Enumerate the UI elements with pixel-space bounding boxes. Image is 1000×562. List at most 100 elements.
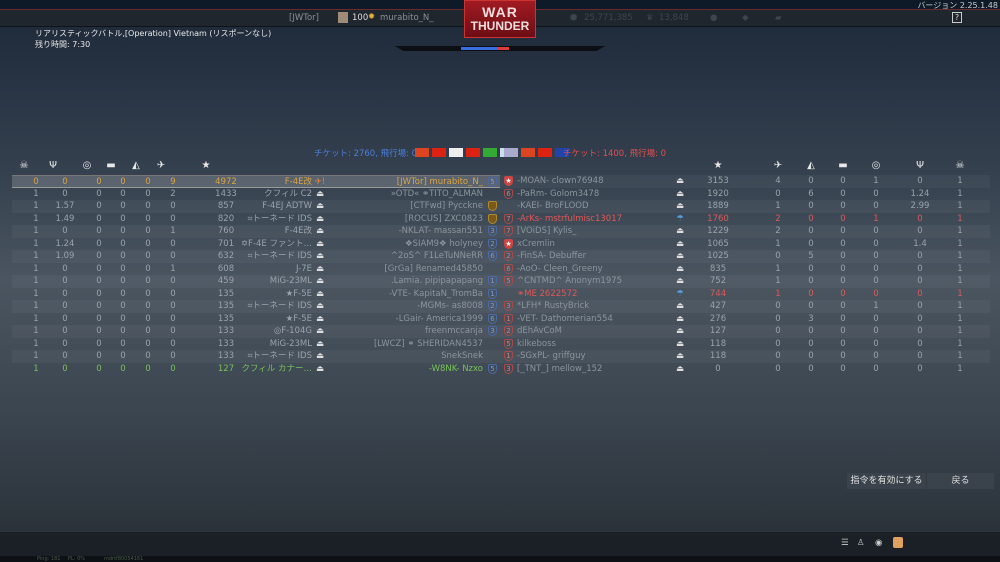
table-row[interactable]: 1 0 0 0 0 0 135 ⌗トーネード IDS ⏏ -MGMs- as8008 2 (12, 300, 500, 313)
stat-air-kills: 1 (775, 238, 781, 249)
player-name[interactable]: .Lamia. pipipapapang (390, 276, 483, 286)
player-name[interactable]: [CTFwd] Pycckne (410, 201, 483, 211)
player-name[interactable]: -LGair- America1999 (395, 313, 483, 324)
player-name[interactable]: [LWCZ] ⚭ SHERIDAN4537 (373, 338, 483, 349)
table-row[interactable]: 1 1.49 0 0 0 0 820 ⌗トーネード IDS ⏏ [ROCUS] ZXC0823 (12, 213, 500, 226)
ticket-icon[interactable]: ▰ (775, 13, 782, 23)
table-row[interactable]: 1 1.24 0 0 0 0 701 ✡F-4E ファント… ⏏ ❖SIAM9❖ holyney 2 (12, 238, 500, 251)
player-name[interactable]: -SGxPL- griffguy (517, 351, 586, 361)
table-row[interactable]: ★ -MOAN- clown76948 ⏏ 3153 4 0 0 1 0 1 (500, 175, 990, 188)
table-row[interactable]: 5 ^CNTMD^ Anonym1975 ⏏ 752 1 0 0 0 0 1 (500, 275, 990, 288)
player-name[interactable]: dEhAvCoM (517, 326, 562, 336)
stat-assists: 0 (62, 263, 68, 274)
avatar[interactable] (338, 12, 348, 23)
stat-score: 632 (217, 251, 235, 261)
stat-ground-kills: 0 (120, 201, 126, 211)
player-name[interactable]: *LFH* RustyBrick (517, 301, 590, 311)
stat-deaths: 0 (33, 177, 39, 187)
stat-captures: 0 (96, 351, 102, 361)
player-name[interactable]: -MGMs- as8008 (417, 301, 483, 311)
player-name[interactable]: ^2oS^ F1LeTuNNeRR (390, 251, 483, 261)
player-name[interactable]: -VET- Dathomerian554 (517, 313, 613, 324)
table-row[interactable]: 1 0 0 0 0 0 133 MiG-23ML ⏏ [LWCZ] ⚭ SHERIDAN4537 (12, 338, 500, 351)
table-row[interactable]: 1 0 0 0 0 0 459 MiG-23ML ⏏ .Lamia. pipipapapang 1 (12, 275, 500, 288)
diamond-icon[interactable]: ◆ (742, 13, 749, 23)
table-row[interactable]: ★ xCremlin ⏏ 1065 1 0 0 0 1.4 1 (500, 238, 990, 251)
table-row[interactable]: -KAEI- BroFLOOD ⏏ 1889 1 0 0 0 2.99 1 (500, 200, 990, 213)
player-name[interactable]: -ArKs- mstrfulmisc13017 (517, 213, 623, 224)
stat-assists: 0 (917, 288, 923, 299)
player-name[interactable]: [VOiDS] Kylis_ (517, 226, 577, 236)
captures-icon: ◎ (871, 160, 881, 171)
table-row[interactable]: ⚭ME 2622572 ☂ 744 1 0 0 0 0 1 (500, 288, 990, 301)
flag-icon (555, 148, 569, 157)
table-row[interactable]: 1 0 0 0 0 1 760 F-4E改 ⏏ -NKLAT- massan551 3 (12, 225, 500, 238)
stat-deaths: 1 (957, 251, 963, 261)
player-name[interactable]: »OTD« ⚭TITO_ALMAN (390, 188, 483, 199)
table-row[interactable]: 0 0 0 0 0 9 4972 F-4E改 ✈! [JWTor] murabito_N_ 5 (12, 175, 500, 188)
player-name[interactable]: -AoO- Cleen_Greeny (517, 263, 603, 274)
back-button[interactable]: 戻る (927, 473, 994, 489)
player-name[interactable]: -KAEI- BroFLOOD (517, 201, 589, 211)
table-row[interactable]: 2 -FinSA- Debuffer ⏏ 1025 0 5 0 0 0 1 (500, 250, 990, 263)
stat-naval-kills: 0 (145, 301, 151, 311)
table-row[interactable]: 1 0 0 0 0 0 127 クフィル カナー… ⏏ -W8NK- Nzxo 5 (12, 363, 500, 376)
mail-icon[interactable] (893, 537, 903, 548)
silver-lions[interactable]: 25,771,385 (584, 13, 633, 23)
player-name[interactable]: kilkeboss (517, 338, 556, 349)
friends-icon[interactable]: ♙ (857, 538, 865, 548)
player-name[interactable]: ❖SIAM9❖ holyney (404, 238, 483, 249)
player-name[interactable]: ^CNTMD^ Anonym1975 (517, 276, 623, 286)
table-row[interactable]: 5 kilkeboss ⏏ 118 0 0 0 0 0 1 (500, 338, 990, 351)
table-row[interactable]: 1 0 0 0 0 1 608 J-7E ⏏ [GrGa] Renamed45850 (12, 263, 500, 276)
stat-naval-kills: 0 (808, 201, 814, 211)
rank-badge: 6 (488, 313, 497, 324)
player-name[interactable]: xCremlin (517, 238, 555, 249)
table-row[interactable]: 1 -VET- Dathomerian554 ⏏ 276 0 3 0 0 0 1 (500, 313, 990, 326)
stat-ground-kills: 0 (840, 276, 846, 286)
balloon-icon[interactable]: ● (710, 13, 718, 23)
golden-eagles[interactable]: 13,848 (659, 13, 689, 23)
table-row[interactable]: 1 1.09 0 0 0 0 632 ⌗トーネード IDS ⏏ ^2oS^ F1LeTuNNeRR… (12, 250, 500, 263)
table-row[interactable]: 1 0 0 0 0 0 135 ★F-5E ⏏ -VTE- KapitaN_TromBa 1 (12, 288, 500, 301)
table-row[interactable]: 2 dEhAvCoM ⏏ 127 0 0 0 0 0 1 (500, 325, 990, 338)
table-row[interactable]: 1 0 0 0 0 0 135 ★F-5E ⏏ -LGair- America1999 6 (12, 313, 500, 326)
player-name[interactable]: ⚭ME 2622572 (517, 288, 578, 299)
table-row[interactable]: 1 0 0 0 0 2 1433 クフィル C2 ⏏ »OTD« ⚭TITO_ALMAN (12, 188, 500, 201)
table-row[interactable]: 6 -AoO- Cleen_Greeny ⏏ 835 1 0 0 0 0 1 (500, 263, 990, 276)
table-row[interactable]: 1 -SGxPL- griffguy ⏏ 118 0 0 0 0 0 1 (500, 350, 990, 363)
player-name[interactable]: -PaRm- Golom3478 (517, 188, 600, 199)
chat-icon[interactable]: ◉ (875, 538, 883, 548)
table-row[interactable]: 1 0 0 0 0 0 133 ◎F-104G ⏏ freenmccanja 3 (12, 325, 500, 338)
table-row[interactable]: 7 [VOiDS] Kylis_ ⏏ 1229 2 0 0 0 0 1 (500, 225, 990, 238)
stat-air-kills: 9 (170, 177, 176, 187)
table-row[interactable]: 1 1.57 0 0 0 0 857 F-4EJ ADTW ⏏ [CTFwd] Pycckne (12, 200, 500, 213)
player-name[interactable]: -FinSA- Debuffer (517, 251, 587, 261)
help-button[interactable]: ? (952, 12, 962, 23)
table-row[interactable]: 3 *LFH* RustyBrick ⏏ 427 0 0 0 1 0 1 (500, 300, 990, 313)
stat-naval-kills: 0 (145, 276, 151, 286)
table-row[interactable]: 6 -PaRm- Golom3478 ⏏ 1920 0 6 0 0 1.24 1 (500, 188, 990, 201)
player-name[interactable]: freenmccanja (425, 326, 483, 336)
stat-deaths: 1 (33, 226, 39, 236)
player-name[interactable]: -VTE- KapitaN_TromBa (388, 288, 483, 299)
table-row[interactable]: 7 -ArKs- mstrfulmisc13017 ☂ 1760 2 0 0 1 0 1 (500, 213, 990, 226)
player-name[interactable]: SnekSnek (441, 351, 483, 361)
player-name[interactable]: [_TNT_] mellow_152 (517, 363, 603, 374)
table-row[interactable]: 3 [_TNT_] mellow_152 ⏏ 0 0 0 0 0 0 1 (500, 363, 990, 376)
stat-naval-kills: 0 (145, 263, 151, 274)
left-team-flags (415, 148, 514, 157)
list-icon[interactable]: ☰ (841, 538, 849, 548)
rank-badge: 2 (504, 326, 513, 336)
player-name[interactable]: -MOAN- clown76948 (517, 176, 604, 186)
flag-icon (466, 148, 480, 157)
team-strength-bar (395, 46, 605, 51)
player-name[interactable]: [JWTor] murabito_N_ (396, 177, 483, 187)
player-name[interactable]: [ROCUS] ZXC0823 (404, 213, 483, 224)
player-name[interactable]: -NKLAT- massan551 (398, 226, 483, 236)
stat-air-kills: 0 (170, 313, 176, 324)
table-row[interactable]: 1 0 0 0 0 0 133 ⌗トーネード IDS ⏏ SnekSnek (12, 350, 500, 363)
player-name[interactable]: -W8NK- Nzxo (428, 363, 483, 374)
player-name[interactable]: [GrGa] Renamed45850 (384, 263, 483, 274)
activate-orders-button[interactable]: 指令を有効にする (847, 473, 926, 489)
